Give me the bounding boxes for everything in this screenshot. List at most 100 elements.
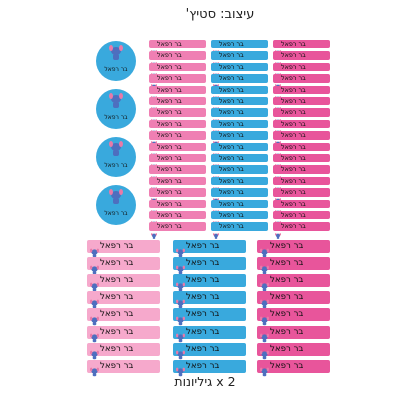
stitch-icon bbox=[275, 155, 281, 171]
round-sticker: בר רפאל bbox=[96, 89, 136, 129]
name-label: בר רפאל bbox=[149, 222, 206, 239]
name-label: בר רפאל bbox=[211, 51, 268, 68]
label-name: בר רפאל bbox=[219, 154, 244, 162]
stitch-icon bbox=[260, 362, 269, 377]
label-name: בר רפאל bbox=[100, 292, 134, 303]
label-name: בר רפאל bbox=[157, 74, 182, 83]
label-name: בר רפאל bbox=[219, 97, 244, 105]
stitch-icon bbox=[109, 93, 123, 108]
name-label: בר רפאל bbox=[149, 108, 206, 125]
label-name: בר רפאל bbox=[281, 176, 306, 185]
name-label: בר רפאל bbox=[149, 199, 206, 216]
label-name: בר רפאל bbox=[270, 360, 304, 371]
stitch-icon bbox=[90, 310, 99, 326]
name-label: בר רפאל bbox=[257, 359, 330, 377]
stitch-icon bbox=[90, 259, 99, 274]
stitch-icon bbox=[260, 293, 269, 309]
label-name: בר רפאל bbox=[100, 343, 134, 354]
name-label: בר רפאל bbox=[87, 274, 160, 291]
label-name: בר רפאל bbox=[157, 176, 182, 185]
stitch-icon bbox=[151, 132, 157, 148]
label-name: בר רפאל bbox=[186, 258, 220, 269]
name-label: בר רפאל bbox=[173, 342, 246, 360]
name-label: בר רפאל bbox=[273, 108, 330, 125]
name-label: בר רפאל bbox=[149, 85, 206, 102]
label-name: בר רפאל bbox=[219, 119, 244, 128]
name-label: בר רפאל bbox=[173, 240, 246, 257]
stitch-icon bbox=[275, 98, 281, 114]
name-label: בר רפאל bbox=[257, 308, 330, 326]
label-name: בר רפאל bbox=[281, 40, 306, 48]
name-label: בר רפאל bbox=[273, 85, 330, 102]
label-name: בר רפאל bbox=[219, 188, 244, 197]
label-name: בר רפאל bbox=[186, 241, 220, 251]
label-name: בר רפאל bbox=[157, 119, 182, 128]
sticker-name: בר רפאל bbox=[104, 162, 128, 169]
label-name: בר רפאל bbox=[157, 62, 182, 71]
label-name: בר רפאל bbox=[157, 222, 182, 231]
label-name: בר רפאל bbox=[281, 108, 306, 117]
page-title: עיצוב: סטיץ' bbox=[185, 7, 255, 22]
name-label: בר רפאל bbox=[257, 342, 330, 360]
label-name: בר רפאל bbox=[157, 199, 182, 208]
name-label: בר רפאל bbox=[273, 131, 330, 148]
name-label: בר רפאל bbox=[273, 62, 330, 79]
stitch-icon bbox=[151, 53, 157, 68]
stitch-icon bbox=[176, 276, 185, 291]
name-label: בר רפאל bbox=[149, 119, 206, 136]
label-name: בר רפאל bbox=[157, 211, 182, 219]
round-sticker: בר רפאל bbox=[96, 41, 136, 81]
label-name: בר רפאל bbox=[281, 188, 306, 197]
stitch-icon bbox=[213, 41, 219, 57]
stitch-icon bbox=[213, 155, 219, 171]
stitch-icon bbox=[213, 132, 219, 148]
label-name: בר רפאל bbox=[270, 275, 304, 286]
label-name: בר רפאל bbox=[281, 85, 306, 94]
label-name: בר רפאל bbox=[281, 199, 306, 208]
stitch-icon bbox=[109, 189, 123, 204]
name-label: בר רפאל bbox=[149, 211, 206, 228]
name-label: בר רפאל bbox=[149, 131, 206, 148]
sticker-name: בר רפאל bbox=[104, 66, 128, 73]
name-label: בר רפאל bbox=[149, 176, 206, 193]
label-name: בר רפאל bbox=[186, 292, 220, 303]
stitch-icon bbox=[275, 110, 281, 125]
stitch-icon bbox=[151, 189, 157, 205]
name-label: בר רפאל bbox=[149, 62, 206, 79]
stitch-icon bbox=[151, 201, 157, 216]
stitch-icon bbox=[151, 178, 157, 193]
name-label: בר רפאל bbox=[211, 40, 268, 57]
round-sticker: בר רפאל bbox=[96, 137, 136, 177]
stitch-icon bbox=[151, 212, 157, 228]
name-label: בר רפאל bbox=[273, 188, 330, 205]
label-name: בר רפאל bbox=[219, 176, 244, 185]
label-name: בר רפאל bbox=[281, 154, 306, 162]
stitch-icon bbox=[260, 310, 269, 326]
label-name: בר רפאל bbox=[100, 326, 134, 337]
stitch-icon bbox=[275, 87, 281, 102]
stitch-icon bbox=[151, 144, 157, 159]
name-label: בר רפאל bbox=[273, 222, 330, 239]
stitch-icon bbox=[275, 178, 281, 193]
stitch-icon bbox=[151, 121, 157, 136]
stitch-icon bbox=[275, 189, 281, 205]
stitch-icon bbox=[213, 144, 219, 159]
label-name: בר רפאל bbox=[281, 62, 306, 71]
stitch-icon bbox=[275, 121, 281, 136]
stitch-icon bbox=[176, 259, 185, 274]
label-name: בר רפאל bbox=[186, 275, 220, 286]
label-name: בר רפאל bbox=[281, 74, 306, 83]
name-label: בר רפאל bbox=[173, 325, 246, 343]
label-name: בר רפאל bbox=[270, 258, 304, 269]
stitch-icon bbox=[260, 259, 269, 274]
stitch-icon bbox=[213, 201, 219, 216]
name-label: בר רפאל bbox=[211, 176, 268, 193]
name-label: בר רפאל bbox=[211, 131, 268, 148]
sheet-count: 2 x גיליונות bbox=[174, 374, 236, 389]
stitch-icon bbox=[213, 75, 219, 91]
name-label: בר רפאל bbox=[173, 291, 246, 309]
label-name: בר רפאל bbox=[219, 74, 244, 83]
label-name: בר רפאל bbox=[281, 97, 306, 105]
stitch-icon bbox=[213, 98, 219, 114]
stitch-icon bbox=[275, 41, 281, 57]
